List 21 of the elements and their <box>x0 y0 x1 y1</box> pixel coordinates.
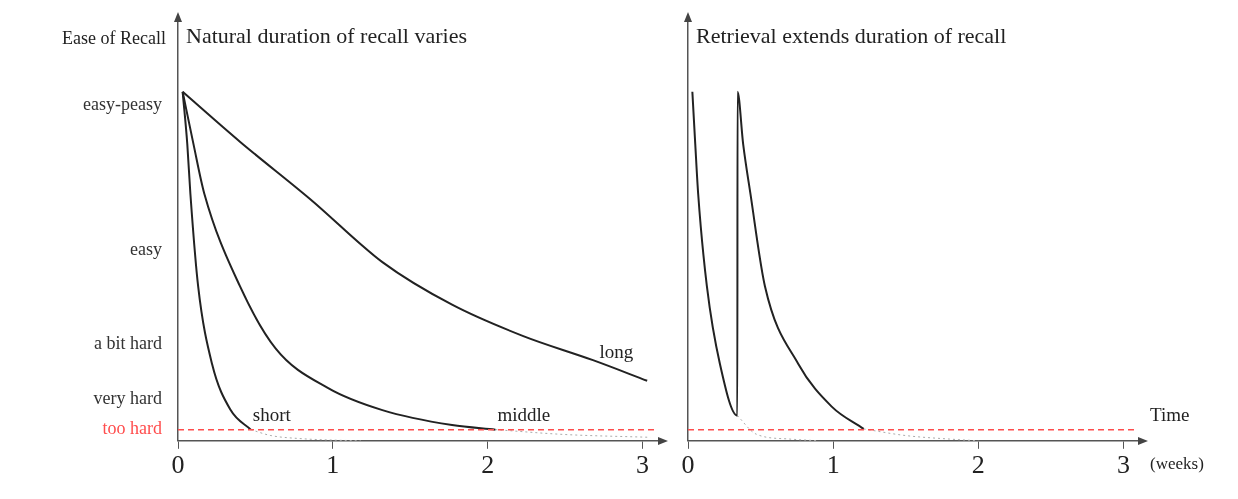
x-axis-title: Time <box>1150 404 1190 426</box>
series-label: long <box>599 341 634 363</box>
text: a bit hard <box>94 333 162 354</box>
x-tick-label: 3 <box>636 450 650 480</box>
text: easy <box>130 238 162 259</box>
chart-title: Retrieval extends duration of recall <box>696 22 1007 48</box>
series-label: middle <box>497 404 551 426</box>
text: easy-peasy <box>83 94 162 115</box>
x-tick-label: 3 <box>1116 450 1130 480</box>
series-label: short <box>252 404 292 426</box>
y-axis-title: Ease of Recall <box>62 27 166 48</box>
ref-line-label: too hard <box>102 418 162 439</box>
x-tick-label: 2 <box>971 450 985 480</box>
x-tick-label: 2 <box>481 450 495 480</box>
x-tick-label: 1 <box>326 450 340 480</box>
x-tick-label: 0 <box>171 450 185 480</box>
x-tick-label: 1 <box>826 450 840 480</box>
text: very hard <box>93 388 162 409</box>
x-tick-label: 0 <box>681 450 695 480</box>
text: (weeks) <box>1150 454 1204 474</box>
chart-title: Natural duration of recall varies <box>186 22 467 48</box>
